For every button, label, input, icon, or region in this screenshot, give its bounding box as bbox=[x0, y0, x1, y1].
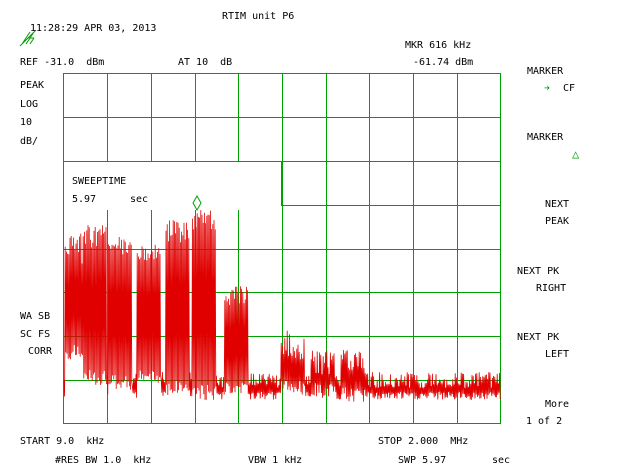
softkey-label: MARKER bbox=[527, 66, 564, 77]
sweep-time-unit: sec bbox=[492, 455, 511, 466]
softkey-more[interactable]: More 1 of 2 bbox=[520, 397, 620, 431]
start-frequency: START 9.0 kHz bbox=[20, 436, 105, 447]
sweeptime-value: 5.97 bbox=[72, 194, 97, 205]
stop-frequency: STOP 2.000 MHz bbox=[378, 436, 469, 447]
softkey-next-peak-left[interactable]: NEXT PK LEFT bbox=[510, 330, 620, 364]
softkey-label: PEAK bbox=[545, 216, 570, 227]
corr-indicator: CORR bbox=[28, 346, 53, 357]
graticule-grid bbox=[63, 73, 501, 424]
sweeptime-unit: sec bbox=[130, 194, 149, 205]
softkey-label: MARKER bbox=[527, 132, 564, 143]
arrow-right-icon: ➔ bbox=[544, 83, 551, 94]
reference-level: REF -31.0 dBm bbox=[20, 57, 105, 68]
softkey-label: NEXT bbox=[545, 199, 570, 210]
scale-unit: dB/ bbox=[20, 136, 39, 147]
softkey-page-indicator: 1 of 2 bbox=[526, 416, 563, 427]
resolution-bandwidth: #RES BW 1.0 kHz bbox=[55, 455, 152, 466]
timestamp: 11:28:29 APR 03, 2013 bbox=[30, 23, 157, 34]
marker-readout-label: MKR 616 kHz bbox=[405, 40, 472, 51]
softkey-label: LEFT bbox=[545, 349, 570, 360]
spectrum-trace bbox=[63, 210, 501, 402]
attenuation: AT 10 dB bbox=[178, 57, 233, 68]
scale-type: LOG bbox=[20, 99, 39, 110]
softkey-label: CF bbox=[563, 83, 576, 94]
sweep-time: SWP 5.97 bbox=[398, 455, 447, 466]
scale-value: 10 bbox=[20, 117, 33, 128]
wa-sb-indicator: WA SB bbox=[20, 311, 51, 322]
softkey-label: NEXT PK bbox=[517, 266, 560, 277]
marker-readout-value: -61.74 dBm bbox=[413, 57, 474, 68]
sc-fs-indicator: SC FS bbox=[20, 329, 51, 340]
softkey-marker-delta[interactable]: MARKER △ bbox=[520, 130, 620, 164]
marker-diamond-icon bbox=[192, 194, 202, 212]
hp-logo-icon bbox=[19, 29, 37, 47]
softkey-next-peak[interactable]: NEXT PEAK bbox=[520, 197, 620, 231]
delta-triangle-icon: △ bbox=[572, 147, 580, 161]
screen-title: RTIM unit P6 bbox=[222, 11, 295, 22]
video-bandwidth: VBW 1 kHz bbox=[248, 455, 303, 466]
sweeptime-title: SWEEPTIME bbox=[72, 176, 127, 187]
softkey-marker-to-cf[interactable]: MARKER ➔ CF bbox=[520, 64, 620, 98]
softkey-next-peak-right[interactable]: NEXT PK RIGHT bbox=[510, 264, 620, 298]
sweeptime-popup-box bbox=[64, 162, 281, 210]
softkey-label: More bbox=[545, 399, 570, 410]
detector-mode: PEAK bbox=[20, 80, 45, 91]
softkey-label: NEXT PK bbox=[517, 332, 560, 343]
softkey-label: RIGHT bbox=[536, 283, 567, 294]
